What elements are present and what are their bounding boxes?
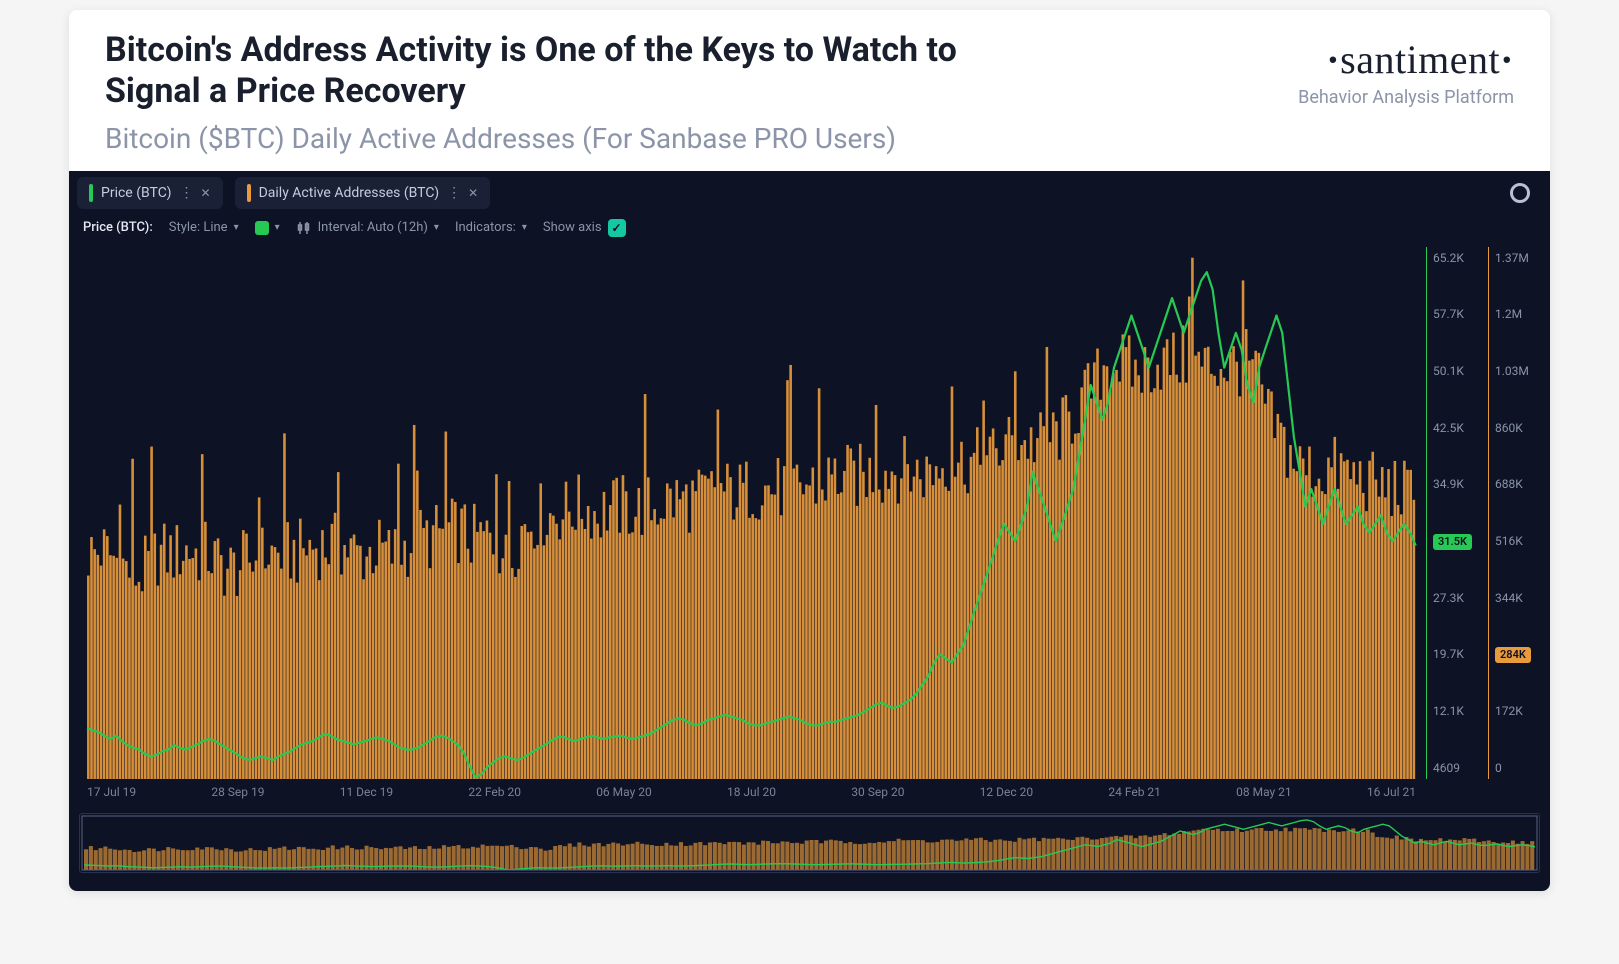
kebab-icon[interactable]: ⋮ [180, 185, 193, 201]
chart-toolbar: Price (BTC): Style: Line▾ ▾ Interval: Au… [69, 209, 1550, 247]
chart-minimap[interactable] [79, 813, 1540, 873]
candlestick-icon [296, 220, 312, 236]
close-icon[interactable]: ✕ [201, 186, 211, 200]
chevron-down-icon: ▾ [234, 222, 239, 233]
style-dropdown[interactable]: Style: Line▾ [169, 220, 239, 235]
page-subtitle: Bitcoin ($BTC) Daily Active Addresses (F… [105, 122, 1298, 155]
chevron-down-icon: ▾ [434, 222, 439, 233]
tab-label: Price (BTC) [101, 185, 172, 201]
show-axis-toggle[interactable]: Show axis ✓ [543, 219, 626, 237]
y-axis-price: 65.2K57.7K50.1K42.5K34.9K31.5K27.3K19.7K… [1426, 247, 1482, 779]
brand-tagline: Behavior Analysis Platform [1298, 87, 1514, 108]
chevron-down-icon: ▾ [275, 222, 280, 233]
tab-stripe [247, 184, 251, 202]
kebab-icon[interactable]: ⋮ [447, 185, 460, 201]
header: Bitcoin's Address Activity is One of the… [69, 10, 1550, 171]
page-title: Bitcoin's Address Activity is One of the… [105, 30, 1005, 112]
chevron-down-icon: ▾ [522, 222, 527, 233]
brand-logo: ·santiment· [1298, 36, 1514, 83]
tab-stripe [89, 184, 93, 202]
tab-daa[interactable]: Daily Active Addresses (BTC) ⋮ ✕ [235, 177, 491, 209]
y-axis-daa: 1.37M1.2M1.03M860K688K516K344K284K172K0 [1488, 247, 1544, 779]
series-tabs: Price (BTC) ⋮ ✕ Daily Active Addresses (… [69, 171, 1550, 209]
minimap-svg [80, 814, 1539, 872]
chart-svg [73, 247, 1546, 807]
checkbox-checked-icon: ✓ [608, 219, 626, 237]
tab-label: Daily Active Addresses (BTC) [259, 185, 440, 201]
interval-dropdown[interactable]: Interval: Auto (12h)▾ [296, 220, 439, 236]
chart-plot-area[interactable]: 65.2K57.7K50.1K42.5K34.9K31.5K27.3K19.7K… [73, 247, 1546, 807]
color-swatch [255, 221, 269, 235]
color-dropdown[interactable]: ▾ [255, 221, 280, 235]
close-icon[interactable]: ✕ [468, 186, 478, 200]
brand-block: ·santiment· Behavior Analysis Platform [1298, 30, 1514, 108]
series-name-label: Price (BTC): [83, 220, 153, 235]
tab-price[interactable]: Price (BTC) ⋮ ✕ [77, 177, 223, 209]
indicators-dropdown[interactable]: Indicators:▾ [455, 220, 527, 235]
ring-button[interactable] [1510, 183, 1530, 203]
chart-application: Price (BTC) ⋮ ✕ Daily Active Addresses (… [69, 171, 1550, 891]
x-axis: 17 Jul 1928 Sep 1911 Dec 1922 Feb 2006 M… [87, 785, 1416, 807]
